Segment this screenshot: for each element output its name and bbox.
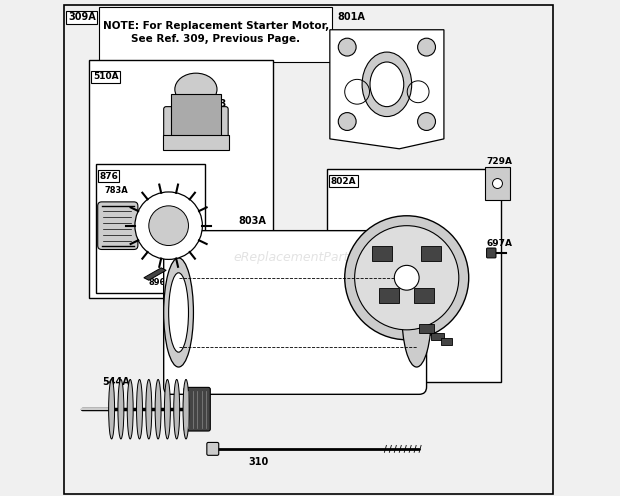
Text: 544A: 544A [103,377,130,387]
Ellipse shape [118,379,124,439]
FancyBboxPatch shape [372,246,392,261]
FancyBboxPatch shape [431,333,445,340]
Text: 697A: 697A [486,239,512,248]
Polygon shape [144,268,166,280]
Circle shape [492,179,502,188]
Text: 896: 896 [149,278,166,287]
Text: 876: 876 [99,172,118,181]
Bar [327,169,501,382]
Circle shape [394,265,419,290]
FancyBboxPatch shape [485,167,510,200]
Ellipse shape [183,379,189,439]
Circle shape [418,38,435,56]
Text: 510A: 510A [93,72,118,81]
FancyBboxPatch shape [162,135,229,150]
Text: 801A: 801A [337,12,365,22]
Text: eReplacementParts.com: eReplacementParts.com [234,251,386,264]
FancyBboxPatch shape [171,94,221,136]
Ellipse shape [108,379,115,439]
Circle shape [345,216,469,340]
Ellipse shape [164,379,171,439]
FancyBboxPatch shape [487,248,496,258]
Circle shape [149,206,188,246]
FancyBboxPatch shape [164,231,427,394]
FancyBboxPatch shape [98,202,138,249]
Text: 513: 513 [206,99,226,109]
FancyBboxPatch shape [184,387,210,431]
Circle shape [418,113,435,130]
Ellipse shape [402,258,432,367]
FancyBboxPatch shape [379,288,399,303]
FancyBboxPatch shape [164,107,228,141]
Text: 311A: 311A [374,316,399,325]
FancyBboxPatch shape [99,7,332,62]
Text: 310: 310 [248,457,268,467]
Circle shape [355,226,459,330]
Text: 729A: 729A [486,157,512,166]
Ellipse shape [164,258,193,367]
Ellipse shape [146,379,152,439]
Ellipse shape [155,379,161,439]
Text: 834: 834 [391,355,408,364]
Polygon shape [330,30,444,149]
Text: 802A: 802A [331,177,356,186]
Text: NOTE: For Replacement Starter Motor,
See Ref. 309, Previous Page.: NOTE: For Replacement Starter Motor, See… [103,21,329,44]
FancyBboxPatch shape [422,246,441,261]
Text: 783A: 783A [104,186,128,195]
Ellipse shape [362,52,412,117]
Text: 309A: 309A [68,12,95,22]
Text: 797A: 797A [368,350,392,359]
Ellipse shape [169,273,188,352]
Bar [89,60,273,298]
Bar [95,164,205,293]
Circle shape [339,113,356,130]
Ellipse shape [127,379,133,439]
FancyBboxPatch shape [418,324,435,333]
FancyBboxPatch shape [414,288,434,303]
FancyBboxPatch shape [207,442,219,455]
Ellipse shape [174,379,180,439]
Ellipse shape [175,73,217,106]
Text: 797: 797 [407,355,424,364]
Circle shape [135,192,202,259]
Text: 803A: 803A [238,216,266,226]
FancyBboxPatch shape [441,338,452,345]
Circle shape [339,38,356,56]
Ellipse shape [136,379,143,439]
Ellipse shape [370,62,404,107]
